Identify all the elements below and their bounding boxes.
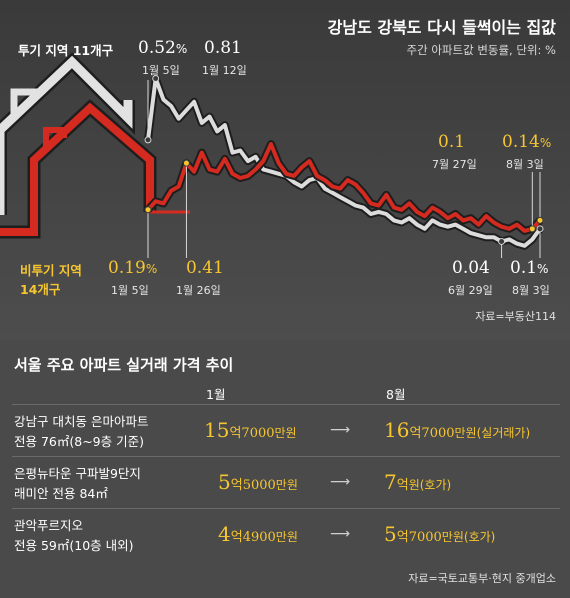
annot-white-end: 0.1%	[510, 258, 549, 278]
annot-white-start-date: 1월 5일	[142, 64, 180, 77]
chart-title: 강남도 강북도 다시 들썩이는 집값	[327, 18, 556, 37]
data-point-0-1	[152, 74, 160, 82]
annot-red-end: 0.14%	[502, 132, 552, 152]
annot-red-jan-date: 1월 26일	[176, 284, 221, 297]
annot-white-end-date: 8월 3일	[512, 284, 550, 297]
data-point-0-46	[498, 238, 506, 246]
white-house-icon	[0, 52, 135, 215]
red-house-icon	[0, 99, 190, 239]
row1-name1: 강남구 대치동 은마아파트	[14, 414, 149, 429]
row-divider	[12, 404, 560, 405]
chart-area	[0, 0, 570, 340]
series-line-1	[146, 142, 542, 233]
annot-white-peak-date: 1월 12일	[202, 64, 247, 77]
data-point-1-51	[536, 216, 544, 224]
annot-red-start: 0.19%	[108, 258, 158, 278]
chart-subtitle: 주간 아파트값 변동률, 단위: %	[406, 43, 556, 57]
legend-nonspec-line2: 14개구	[20, 282, 61, 297]
data-point-1-5	[182, 159, 190, 167]
row-divider	[12, 508, 560, 509]
row1-from-price: 15억7000만원	[204, 418, 297, 442]
row2-to-price: 7억원(호가)	[384, 470, 452, 494]
annot-red-jul: 0.1	[438, 132, 466, 152]
data-point-1-0	[144, 206, 152, 214]
annot-white-jun-date: 6월 29일	[448, 284, 493, 297]
col-header-from: 1월	[206, 387, 226, 402]
data-point-0-51	[536, 225, 544, 233]
series-line-0	[146, 76, 542, 248]
col-header-to: 8월	[386, 387, 406, 402]
row3-to-price: 5억7000만원(호가)	[384, 522, 496, 546]
price-table: 서울 주요 아파트 실거래 가격 추이 1월 8월 강남구 대치동 은마아파트 …	[0, 340, 570, 598]
row3-name1: 관악푸르지오	[14, 518, 84, 533]
row2-arrow: ⟶	[330, 474, 351, 490]
row3-name2: 전용 59㎡(10층 내외)	[14, 538, 134, 553]
legend-nonspec-line1: 비투기 지역	[20, 263, 82, 278]
row1-arrow: ⟶	[330, 422, 351, 438]
annot-red-end-date: 8월 3일	[506, 158, 544, 171]
annot-white-peak: 0.81	[204, 38, 242, 58]
row-divider	[12, 456, 560, 457]
table-source: 자료=국토교통부·현지 중개업소	[408, 572, 556, 585]
row3-arrow: ⟶	[330, 526, 351, 542]
row1-to-price: 16억7000만원(실거래가)	[384, 418, 531, 442]
annot-white-jun: 0.04	[452, 258, 490, 278]
legend-speculative: 투기 지역 11개구	[18, 43, 114, 58]
row3-from-price: 4억4900만원	[218, 522, 298, 546]
row2-from-price: 5억5000만원	[218, 470, 298, 494]
data-point-0-0	[144, 136, 152, 144]
chart-source: 자료=부동산114	[475, 310, 556, 323]
annot-red-jan: 0.41	[186, 258, 224, 278]
data-point-1-50	[528, 225, 536, 233]
annot-red-start-date: 1월 5일	[111, 284, 149, 297]
annot-white-start: 0.52%	[138, 38, 188, 58]
annot-red-jul-date: 7월 27일	[432, 158, 477, 171]
row2-name2: 래미안 전용 84㎡	[14, 486, 108, 501]
table-title: 서울 주요 아파트 실거래 가격 추이	[14, 356, 234, 374]
row2-name1: 은평뉴타운 구파발9단지	[14, 466, 141, 481]
row1-name2: 전용 76㎡(8~9층 기준)	[14, 434, 144, 449]
